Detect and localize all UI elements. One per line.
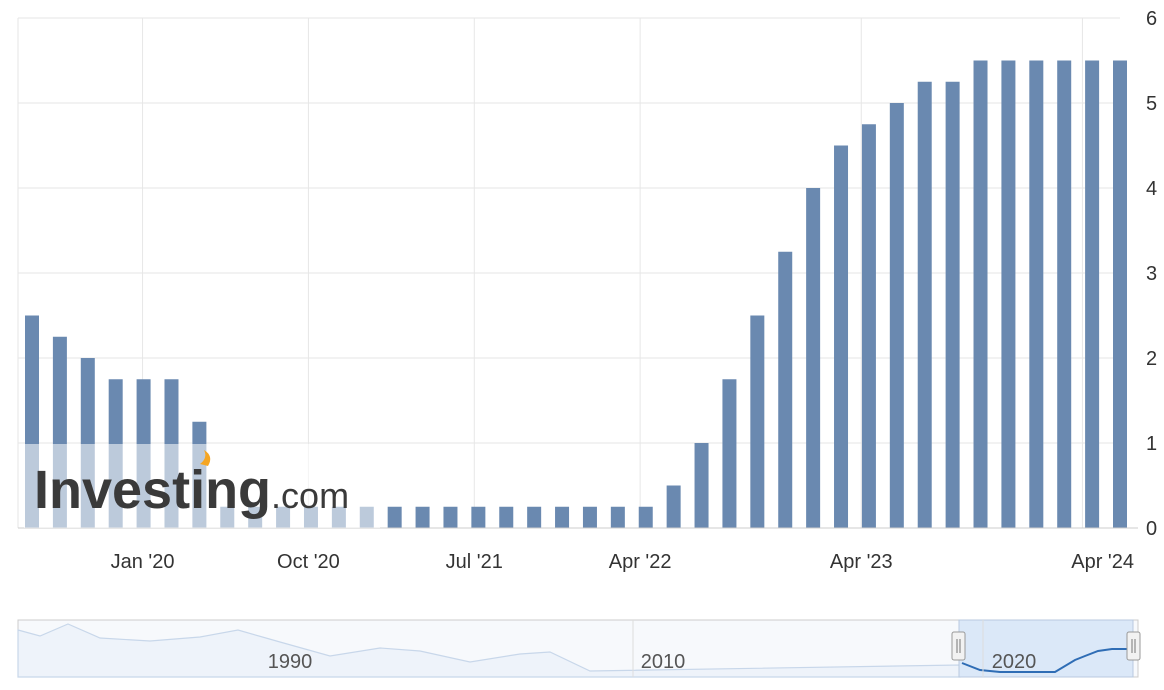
- navigator-label-2010: 2010: [641, 651, 686, 673]
- y-tick-label: 3: [1146, 263, 1157, 285]
- bar: [1113, 60, 1127, 528]
- bar: [527, 506, 542, 528]
- investing-watermark: Investing.com: [24, 444, 380, 528]
- gridlines: [17, 17, 1120, 528]
- bar: [443, 506, 458, 528]
- x-tick-label: Jul '21: [446, 551, 503, 573]
- bar: [973, 60, 988, 528]
- watermark-flame-icon: [200, 450, 211, 466]
- bar: [666, 485, 681, 528]
- bar: [1085, 60, 1100, 528]
- y-tick-label: 2: [1146, 348, 1157, 370]
- x-tick-label: Oct '20: [277, 551, 340, 573]
- y-tick-label: 1: [1146, 433, 1157, 455]
- watermark-logo: Investing.com: [34, 460, 349, 520]
- x-tick-label: Jan '20: [111, 551, 175, 573]
- y-tick-label: 5: [1146, 93, 1157, 115]
- y-axis-ticks: 0 1 2 3 4 5 6: [1146, 8, 1157, 540]
- bar: [582, 506, 597, 528]
- bar: [555, 506, 570, 528]
- x-tick-label: Apr '22: [609, 551, 672, 573]
- bar: [694, 443, 709, 528]
- bar: [471, 506, 486, 528]
- bar: [861, 124, 876, 528]
- bar: [638, 506, 653, 528]
- navigator-left-handle[interactable]: [951, 631, 966, 661]
- navigator-selected-range[interactable]: [958, 619, 1134, 678]
- bar: [387, 506, 402, 528]
- bar: [834, 145, 849, 528]
- bar: [917, 81, 932, 528]
- y-tick-label: 0: [1146, 518, 1157, 540]
- y-tick-label: 6: [1146, 8, 1157, 30]
- bar: [415, 506, 430, 528]
- bar: [806, 188, 821, 528]
- bar: [722, 379, 737, 528]
- bar: [778, 251, 793, 528]
- range-navigator[interactable]: 1990 2010 2020: [17, 619, 1141, 678]
- bar: [1001, 60, 1016, 528]
- navigator-label-1990: 1990: [268, 651, 313, 673]
- bar: [610, 506, 625, 528]
- bar: [499, 506, 514, 528]
- x-axis-ticks: Jan '20 Oct '20 Jul '21 Apr '22 Apr '23 Apr '…: [111, 551, 1134, 573]
- bar: [1029, 60, 1044, 528]
- y-tick-label: 4: [1146, 178, 1157, 200]
- bar: [750, 315, 765, 528]
- bar: [889, 103, 904, 528]
- x-tick-label: Apr '23: [830, 551, 893, 573]
- bar: [1057, 60, 1072, 528]
- navigator-label-2020: 2020: [992, 651, 1037, 673]
- navigator-right-handle[interactable]: [1126, 631, 1141, 661]
- x-tick-label: Apr '24: [1071, 551, 1134, 573]
- bar: [945, 81, 960, 528]
- navigator-selected-series: [961, 648, 1133, 673]
- watermark-backdrop: [24, 444, 380, 528]
